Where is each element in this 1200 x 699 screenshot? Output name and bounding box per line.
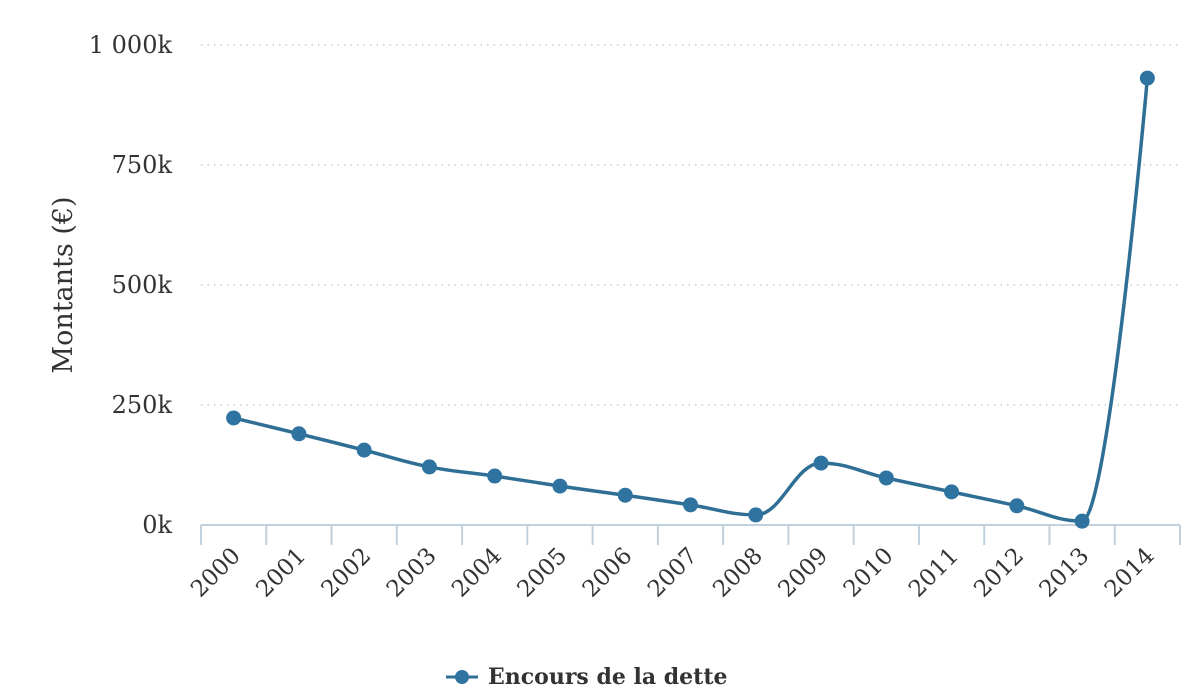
series-encours (226, 70, 1155, 529)
data-point (944, 484, 960, 500)
data-point (1139, 70, 1155, 86)
x-tick-label: 2007 (643, 543, 703, 603)
y-tick-label: 500k (112, 271, 173, 299)
data-point (748, 507, 764, 523)
data-point (878, 470, 894, 486)
y-tick-label: 0k (142, 511, 172, 539)
data-point (291, 426, 307, 442)
x-tick-label: 2012 (969, 543, 1029, 603)
y-axis-label: Montants (€) (48, 196, 79, 373)
y-axis-ticks: 0k 250k 500k 750k 1 000k (89, 31, 173, 539)
y-tick-label: 750k (112, 151, 173, 179)
x-tick-label: 2008 (708, 543, 768, 603)
data-point (226, 410, 242, 426)
x-tick-label: 2014 (1100, 543, 1160, 603)
data-point (683, 497, 698, 513)
x-tick-label: 2009 (773, 543, 833, 603)
data-point (617, 487, 633, 503)
x-tick-label: 2004 (447, 543, 507, 603)
data-point (421, 459, 437, 475)
legend-marker-icon (455, 670, 469, 684)
data-point (813, 455, 829, 471)
data-point (1009, 498, 1025, 514)
series-line (233, 77, 1150, 523)
x-tick-label: 2011 (904, 543, 964, 603)
x-tick-label: 2005 (512, 543, 572, 603)
data-point (487, 468, 503, 484)
x-tick-label: 2002 (317, 543, 377, 603)
data-point (1074, 513, 1090, 529)
data-point (356, 442, 372, 458)
x-axis: 2000 2001 2002 2003 2004 2005 2006 2007 2008 2009… (186, 524, 1181, 603)
legend-label[interactable]: Encours de la dette (488, 664, 727, 690)
grid-lines (201, 44, 1180, 406)
x-tick-label: 2006 (578, 543, 638, 603)
data-point (552, 478, 568, 494)
y-tick-label: 1 000k (89, 31, 173, 59)
legend[interactable]: Encours de la dette (446, 664, 727, 690)
x-tick-label: 2013 (1035, 543, 1095, 603)
x-tick-label: 2003 (382, 543, 442, 603)
y-tick-label: 250k (112, 391, 173, 419)
x-tick-label: 2001 (251, 543, 311, 603)
x-tick-label: 2010 (839, 543, 899, 603)
x-tick-label: 2000 (186, 543, 246, 603)
